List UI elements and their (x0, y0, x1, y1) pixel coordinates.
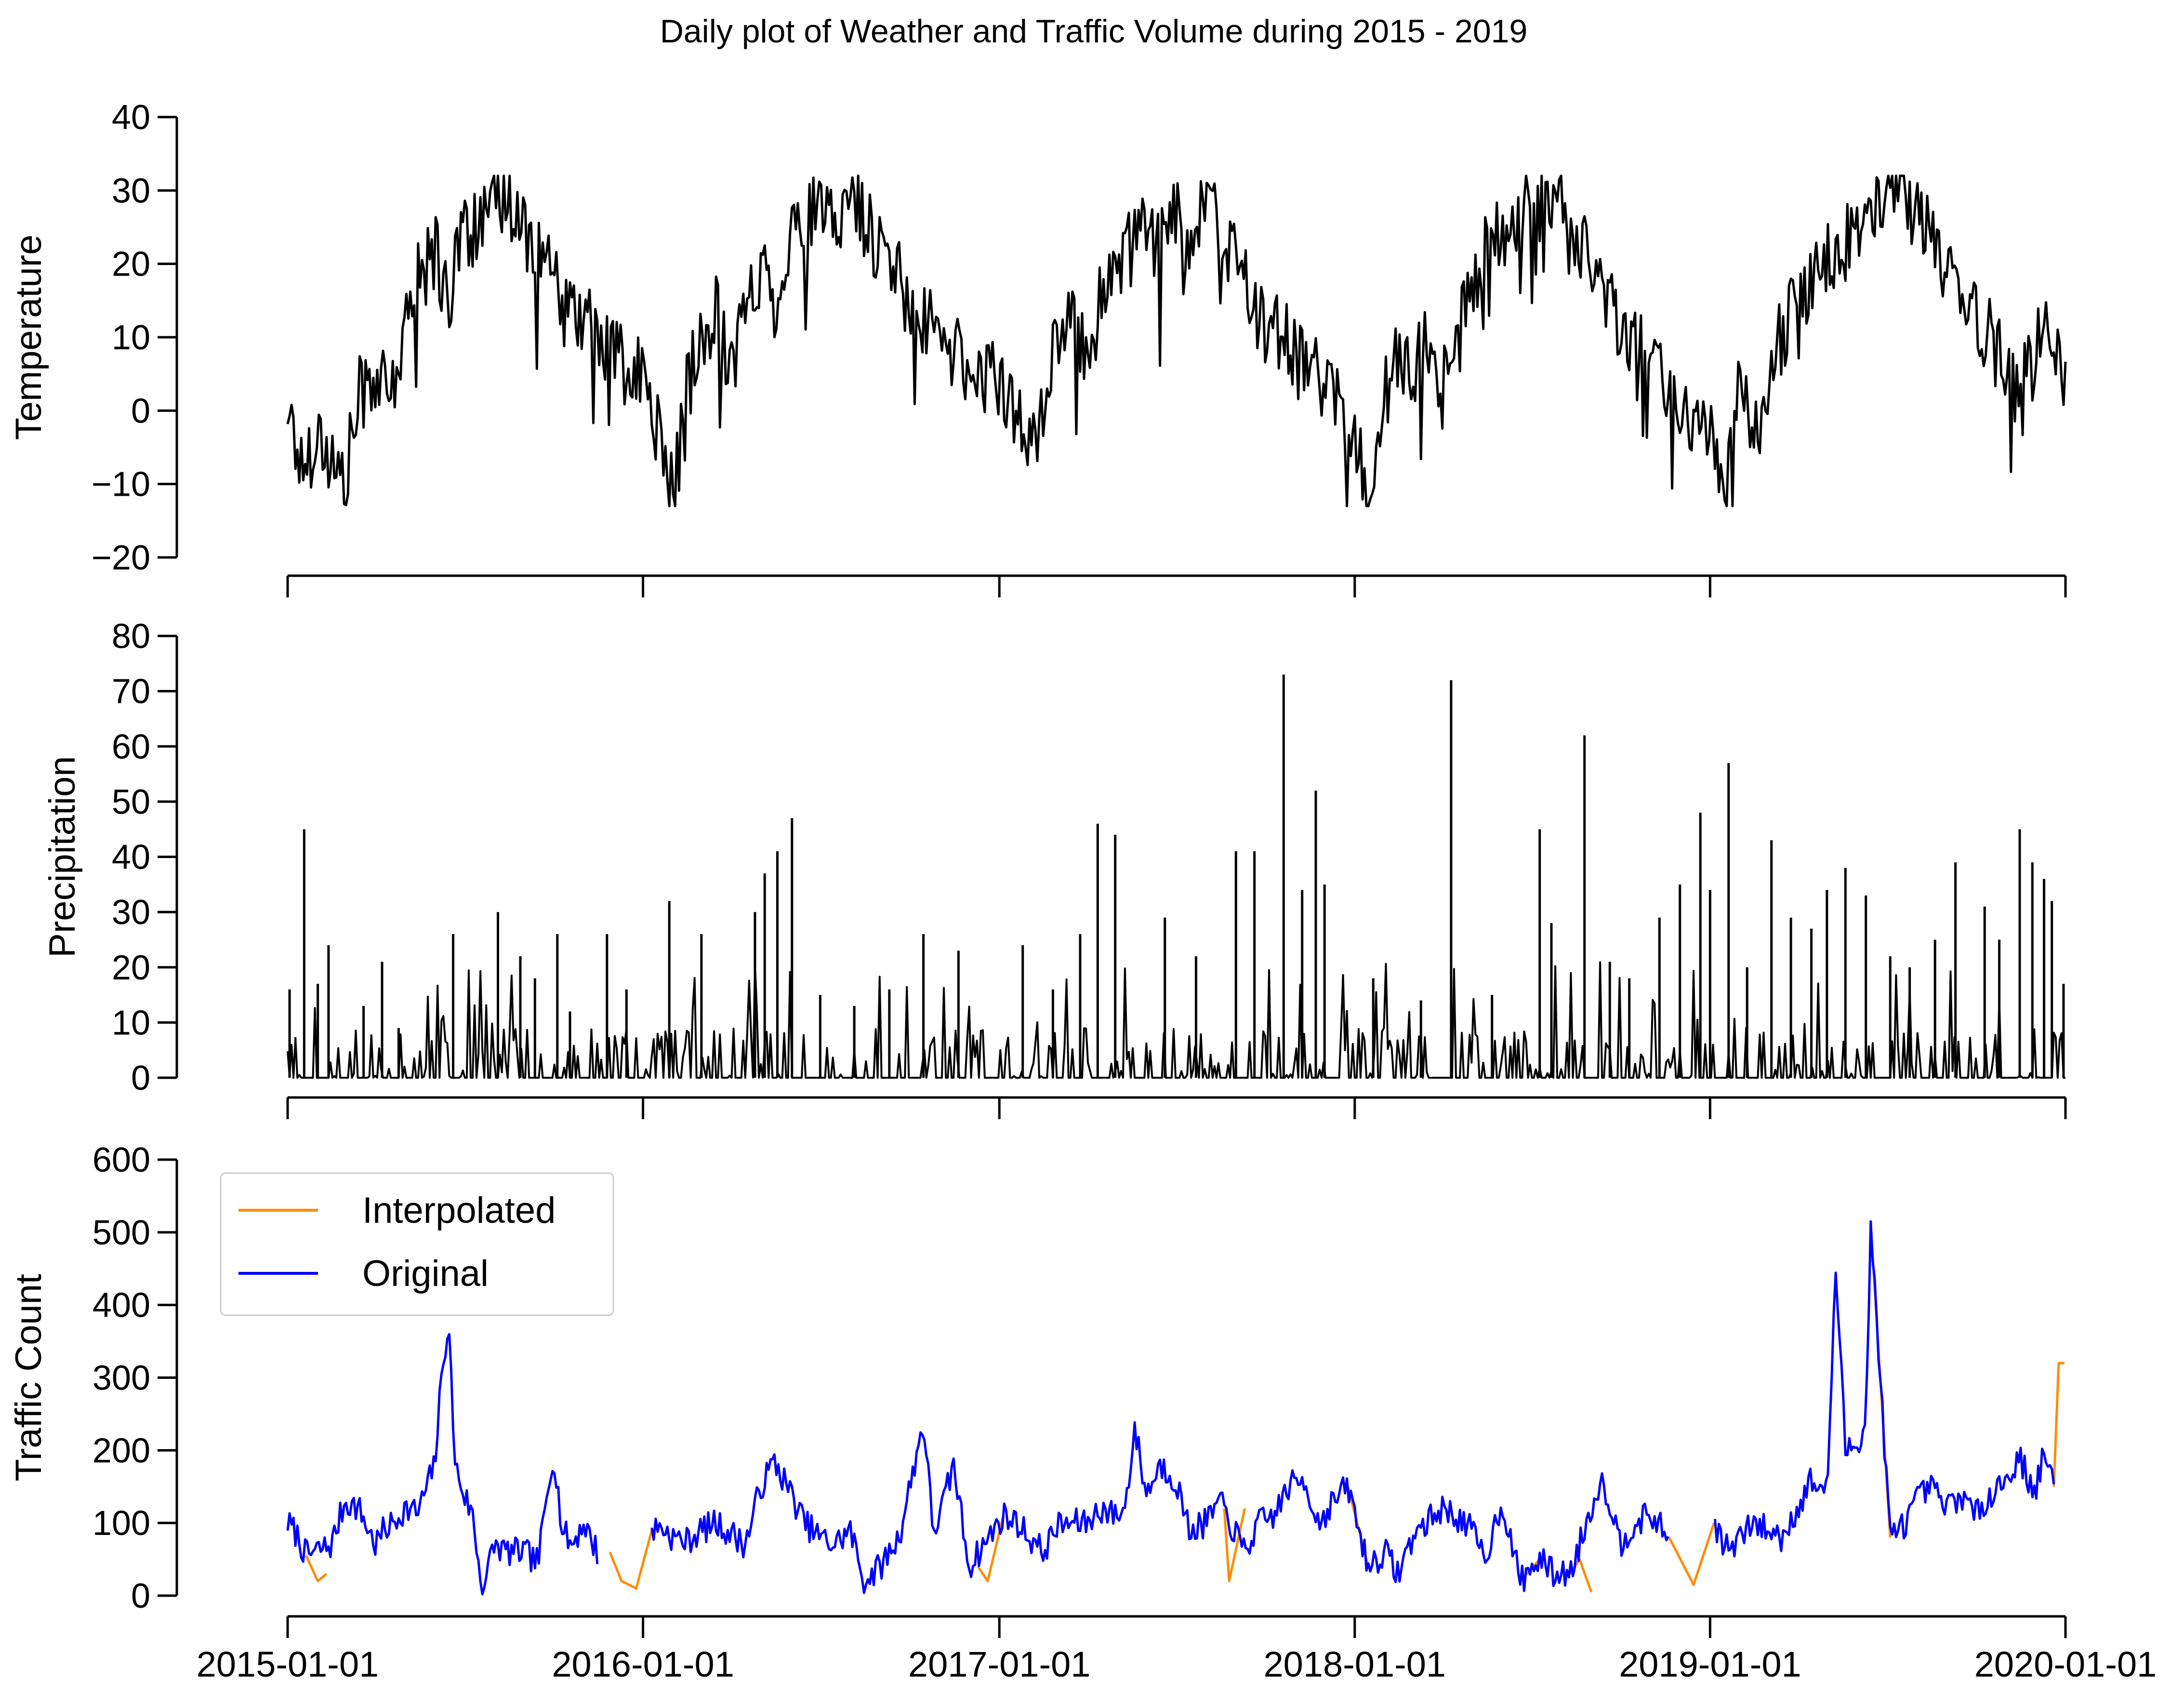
figure-title: Daily plot of Weather and Traffic Volume… (660, 13, 1528, 50)
traffic-count-y-tick-label: 200 (93, 1431, 150, 1470)
temperature-line (286, 174, 2067, 507)
traffic-interpolated-line (1668, 1522, 1715, 1586)
traffic-count-y-tick-label: 600 (93, 1141, 150, 1179)
precipitation-y-tick-label: 20 (112, 949, 150, 987)
temperature-y-tick-label: −20 (92, 539, 150, 577)
precipitation-line (287, 961, 2065, 1079)
traffic-original-line (286, 1333, 599, 1596)
traffic-interpolated-line (609, 1530, 653, 1590)
traffic-count-panel: 0 100 200 300 400 500 600 Traffic Count 2015-01-… (8, 1141, 2157, 1684)
temperature-y-tick-label: 30 (112, 172, 150, 210)
traffic-count-x-tick-label: 2016-01-01 (552, 1644, 734, 1684)
temperature-y-tick-label: 40 (112, 98, 150, 137)
traffic-count-axis-label: Traffic Count (8, 1274, 49, 1481)
precipitation-y-tick-label: 60 (112, 727, 150, 766)
temperature-axis-label: Temperature (8, 235, 49, 440)
traffic-interpolated-line (2052, 1362, 2065, 1487)
precipitation-y-tick-label: 30 (112, 893, 150, 932)
legend-label-interpolated: Interpolated (362, 1190, 556, 1231)
precipitation-y-tick-label: 80 (112, 617, 150, 656)
traffic-original-line (650, 1421, 1669, 1594)
temperature-panel: −20 −10 0 10 20 30 40 Temperature (8, 98, 2067, 597)
temperature-y-tick-label: 10 (112, 318, 150, 357)
traffic-count-y-tick-label: 100 (93, 1504, 150, 1543)
precipitation-y-tick-label: 0 (131, 1059, 150, 1097)
traffic-count-y-tick-label: 500 (93, 1214, 150, 1252)
temperature-y-tick-label: −10 (92, 465, 150, 504)
traffic-interpolated-line (305, 1555, 328, 1583)
traffic-count-y-tick-label: 0 (131, 1577, 150, 1615)
legend: Interpolated Original (220, 1172, 614, 1316)
legend-frame (220, 1172, 614, 1316)
traffic-count-x-tick-label: 2015-01-01 (197, 1644, 379, 1684)
traffic-count-x-tick-label: 2020-01-01 (1974, 1644, 2157, 1684)
precipitation-panel: 0 10 20 30 40 50 60 70 80 Precipitation (42, 617, 2067, 1119)
precipitation-y-tick-label: 70 (112, 673, 150, 711)
temperature-y-tick-label: 0 (131, 392, 150, 430)
traffic-count-x-tick-label: 2017-01-01 (908, 1644, 1091, 1684)
temperature-y-tick-label: 20 (112, 245, 150, 284)
traffic-original-line (1714, 1220, 2055, 1558)
precipitation-y-tick-label: 40 (112, 838, 150, 877)
traffic-count-x-tick-label: 2019-01-01 (1619, 1644, 1801, 1684)
precipitation-axis-label: Precipitation (42, 756, 83, 957)
traffic-count-x-tick-label: 2018-01-01 (1264, 1644, 1446, 1684)
traffic-count-y-tick-label: 300 (93, 1359, 150, 1398)
precipitation-y-tick-label: 10 (112, 1004, 150, 1042)
traffic-count-y-tick-label: 400 (93, 1286, 150, 1325)
traffic-interpolated-line (977, 1515, 1005, 1583)
legend-label-original: Original (362, 1253, 489, 1294)
precipitation-y-tick-label: 50 (112, 783, 150, 821)
